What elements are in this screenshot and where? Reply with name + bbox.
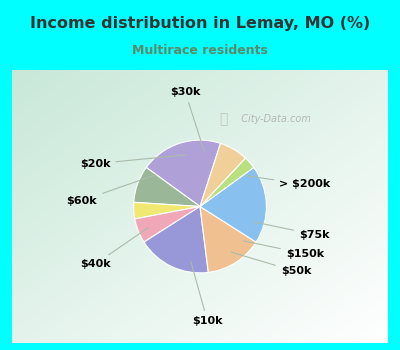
Text: $75k: $75k (254, 222, 330, 239)
Text: $40k: $40k (80, 228, 148, 269)
Wedge shape (200, 167, 266, 242)
Text: $60k: $60k (67, 175, 156, 205)
Text: $30k: $30k (170, 87, 204, 151)
Wedge shape (134, 167, 200, 206)
Text: ⦿: ⦿ (220, 112, 228, 126)
Text: City-Data.com: City-Data.com (236, 114, 311, 124)
Text: $50k: $50k (231, 252, 311, 276)
Text: Income distribution in Lemay, MO (%): Income distribution in Lemay, MO (%) (30, 16, 370, 31)
Text: > $200k: > $200k (246, 176, 330, 189)
Wedge shape (200, 158, 254, 206)
Wedge shape (134, 202, 200, 219)
Text: Multirace residents: Multirace residents (132, 44, 268, 57)
Text: $20k: $20k (80, 155, 186, 169)
Wedge shape (135, 206, 200, 242)
Wedge shape (144, 206, 208, 273)
Wedge shape (146, 140, 220, 206)
Text: $10k: $10k (191, 261, 223, 326)
Wedge shape (200, 206, 256, 272)
Text: $150k: $150k (244, 241, 324, 259)
Wedge shape (200, 144, 246, 206)
